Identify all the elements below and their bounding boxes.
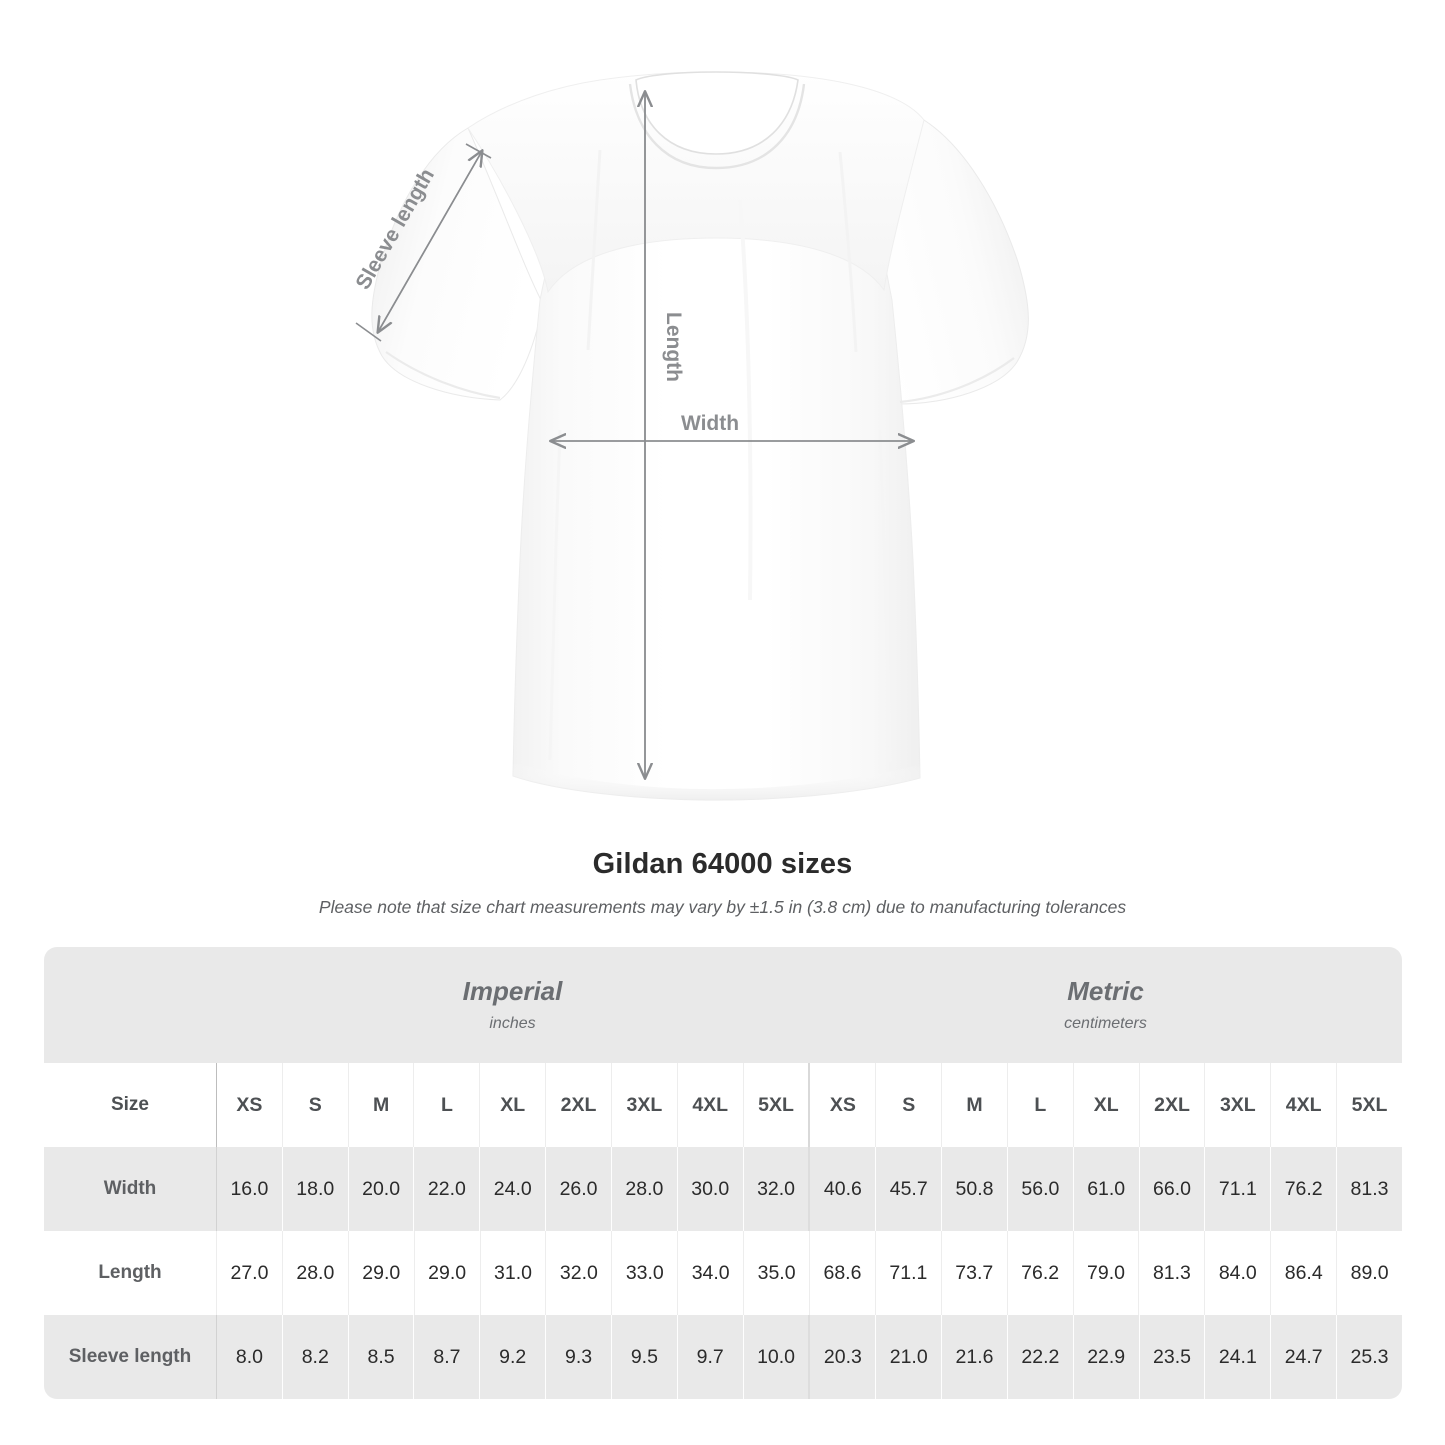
table-cell: 9.5 (610, 1315, 677, 1399)
table-cell: 73.7 (940, 1231, 1007, 1315)
table-cell: 61.0 (1072, 1147, 1139, 1231)
column-header: 2XL (545, 1063, 611, 1147)
unit-group-imperial-unit: inches (489, 1014, 536, 1032)
column-header: L (413, 1063, 479, 1147)
table-cell: 22.9 (1072, 1315, 1139, 1399)
table-cell: 8.0 (216, 1315, 282, 1399)
table-cell: 24.7 (1270, 1315, 1336, 1399)
table-row: Width 16.0 18.0 20.0 22.0 24.0 26.0 28.0… (44, 1147, 1402, 1231)
table-cell: 68.6 (809, 1231, 875, 1315)
table-header-row: Size XS S M L XL 2XL 3XL 4XL 5XL XS S M … (44, 1063, 1402, 1147)
length-label: Length (662, 312, 685, 382)
column-header: XL (479, 1063, 545, 1147)
table-cell: 28.0 (281, 1231, 348, 1315)
column-header: 2XL (1138, 1063, 1205, 1147)
unit-group-metric-name: Metric (1067, 976, 1144, 1007)
table-cell: 29.0 (413, 1231, 480, 1315)
column-header: XS (216, 1063, 282, 1147)
table-cell: 22.0 (413, 1147, 479, 1231)
column-header: 5XL (742, 1063, 809, 1147)
table-cell: 30.0 (676, 1147, 743, 1231)
table-cell: 16.0 (216, 1147, 282, 1231)
table-cell: 31.0 (479, 1231, 546, 1315)
table-cell: 79.0 (1072, 1231, 1139, 1315)
table-cell: 8.7 (413, 1315, 479, 1399)
table-cell: 50.8 (941, 1147, 1007, 1231)
table-cell: 76.2 (1006, 1231, 1073, 1315)
table-cell: 22.2 (1006, 1315, 1073, 1399)
table-cell: 66.0 (1138, 1147, 1205, 1231)
table-cell: 35.0 (743, 1231, 809, 1315)
unit-group-imperial: Imperial inches (216, 947, 809, 1063)
table-cell: 24.1 (1204, 1315, 1270, 1399)
width-label: Width (681, 412, 739, 435)
column-header: 3XL (1204, 1063, 1270, 1147)
width-annotation: Width (551, 412, 913, 441)
row-label: Length (98, 1262, 162, 1283)
column-header: S (875, 1063, 941, 1147)
unit-header-spacer (44, 947, 216, 1063)
table-cell: 27.0 (216, 1231, 282, 1315)
table-cell: 18.0 (281, 1147, 348, 1231)
table-cell: 9.2 (479, 1315, 545, 1399)
table-cell: 84.0 (1204, 1231, 1270, 1315)
column-header: M (941, 1063, 1007, 1147)
table-row: Sleeve length 8.0 8.2 8.5 8.7 9.2 9.3 9.… (44, 1315, 1402, 1399)
table-cell: 89.0 (1336, 1231, 1402, 1315)
table-cell: 86.4 (1270, 1231, 1336, 1315)
table-cell: 71.1 (874, 1231, 941, 1315)
column-header: 4XL (676, 1063, 743, 1147)
table-cell: 45.7 (875, 1147, 941, 1231)
table-cell: 71.1 (1204, 1147, 1270, 1231)
column-header: XL (1072, 1063, 1139, 1147)
table-cell: 32.0 (742, 1147, 809, 1231)
tshirt-illustration: Length Width Sleeve length (351, 71, 1029, 801)
table-cell: 34.0 (677, 1231, 743, 1315)
unit-group-imperial-name: Imperial (462, 976, 563, 1007)
table-cell: 9.3 (545, 1315, 611, 1399)
table-cell: 9.7 (676, 1315, 743, 1399)
table-cell: 8.5 (347, 1315, 414, 1399)
table-cell: 40.6 (808, 1147, 875, 1231)
table-cell: 21.0 (875, 1315, 941, 1399)
row-label: Width (103, 1178, 157, 1199)
table-cell: 26.0 (545, 1147, 611, 1231)
table-cell: 20.3 (808, 1315, 875, 1399)
column-header: L (1006, 1063, 1073, 1147)
column-header: M (347, 1063, 414, 1147)
page-title: Gildan 64000 sizes (592, 848, 853, 880)
table-cell: 81.3 (1138, 1231, 1204, 1315)
table-cell: 25.3 (1336, 1315, 1402, 1399)
table-cell: 33.0 (611, 1231, 677, 1315)
page-subtitle: Please note that size chart measurements… (318, 897, 1127, 917)
length-annotation: Length (645, 92, 685, 778)
column-header: XS (808, 1063, 875, 1147)
table-cell: 8.2 (281, 1315, 348, 1399)
table-cell: 56.0 (1006, 1147, 1073, 1231)
table-cell: 81.3 (1336, 1147, 1402, 1231)
table-row: Length 27.0 28.0 29.0 29.0 31.0 32.0 33.… (44, 1231, 1402, 1315)
unit-group-metric: Metric centimeters (809, 947, 1402, 1063)
table-cell: 20.0 (347, 1147, 414, 1231)
shirt-silhouette (371, 71, 1029, 801)
column-header: 4XL (1270, 1063, 1336, 1147)
unit-group-metric-unit: centimeters (1064, 1014, 1147, 1032)
column-header: S (281, 1063, 348, 1147)
table-cell: 29.0 (347, 1231, 414, 1315)
table-cell: 23.5 (1138, 1315, 1205, 1399)
table-cell: 28.0 (610, 1147, 677, 1231)
table-cell: 10.0 (742, 1315, 809, 1399)
header-row-label: Size (110, 1094, 150, 1115)
row-label: Sleeve length (68, 1346, 192, 1367)
column-header: 3XL (610, 1063, 677, 1147)
unit-group-header: Imperial inches Metric centimeters (44, 947, 1402, 1063)
table-cell: 76.2 (1270, 1147, 1336, 1231)
size-chart-table: Imperial inches Metric centimeters Size … (44, 947, 1402, 1399)
table-cell: 32.0 (545, 1231, 611, 1315)
table-cell: 24.0 (479, 1147, 545, 1231)
table-cell: 21.6 (941, 1315, 1007, 1399)
column-header: 5XL (1336, 1063, 1402, 1147)
